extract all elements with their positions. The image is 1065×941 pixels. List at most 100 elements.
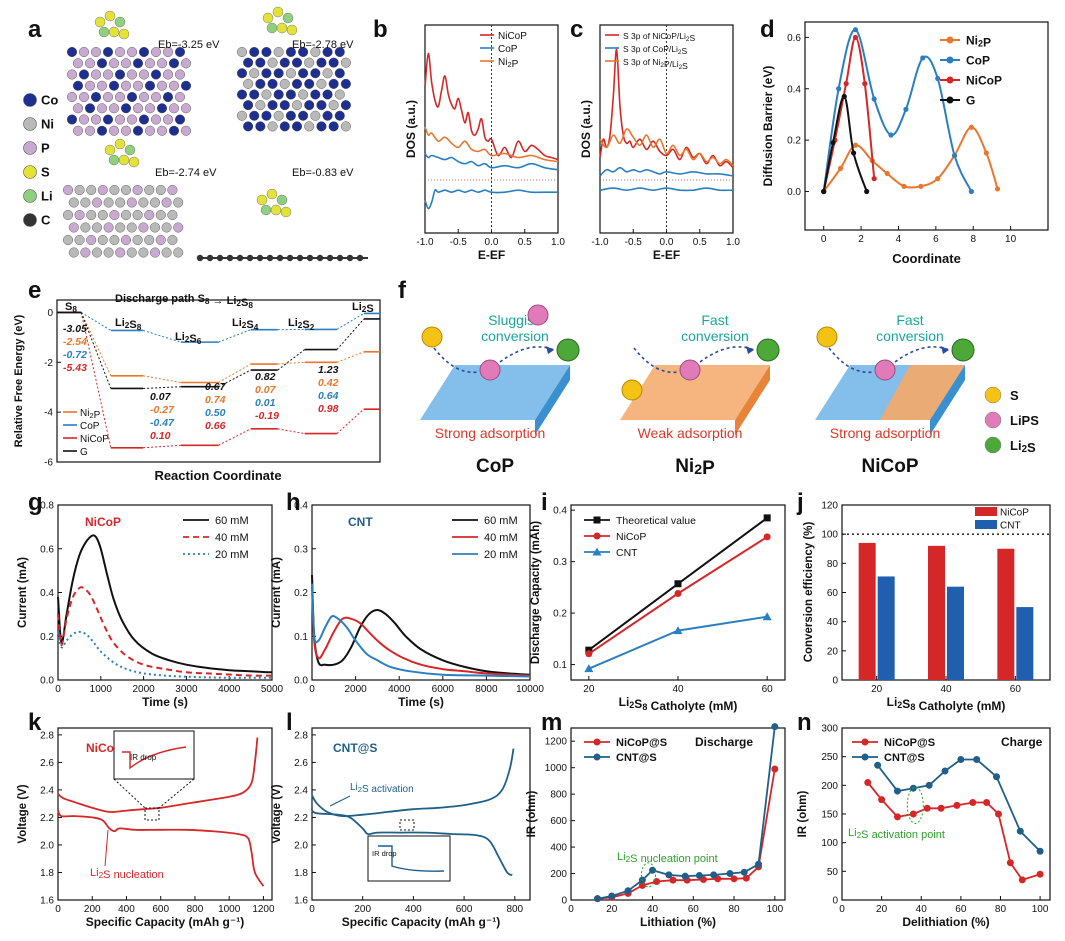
y-axis-label: DOS (a.u.) <box>404 100 418 158</box>
chem-part: 2 <box>507 60 511 69</box>
legend-label-li2s: Li2S <box>1010 438 1036 455</box>
atom <box>255 100 266 111</box>
graphene-atom <box>346 254 354 262</box>
atom <box>162 114 173 125</box>
atom <box>144 184 155 195</box>
y-tick-label: 150 <box>821 810 838 821</box>
dos-series-1 <box>424 152 559 171</box>
graphene-atom <box>256 254 264 262</box>
atom <box>149 247 160 258</box>
atom <box>150 91 161 102</box>
x-tick-label: 2000 <box>344 684 367 695</box>
chem-part: Capacity <box>135 915 185 929</box>
cluster-atom <box>114 138 126 150</box>
step-label: 0.67 <box>205 381 227 393</box>
atom <box>84 125 95 136</box>
x-tick-label: 0 <box>821 234 827 245</box>
atom <box>243 57 254 68</box>
atom <box>180 125 191 136</box>
atom <box>102 69 113 80</box>
step-label: 0.50 <box>205 407 226 419</box>
chem-part: ) <box>184 695 188 709</box>
atom <box>132 58 143 69</box>
arrow-path <box>828 347 874 374</box>
atom <box>86 209 97 220</box>
sulfur-sphere <box>621 379 643 401</box>
step-label: 0.82 <box>255 371 276 383</box>
step-label: -3.05 <box>63 323 87 335</box>
atom <box>261 89 272 100</box>
marker-circle <box>763 533 771 541</box>
atom <box>144 209 155 220</box>
chem-part: S <box>246 319 253 331</box>
atom <box>103 222 114 233</box>
marker-circle <box>923 804 931 812</box>
x-tick-label: 20 <box>606 904 618 915</box>
x-tick-label: 3000 <box>175 684 198 695</box>
arrow-path <box>633 347 679 374</box>
barrier-curve-Ni2P <box>822 126 999 193</box>
atom <box>102 114 113 125</box>
atom <box>285 68 296 79</box>
chem-part: mM <box>981 699 1002 713</box>
slab-top <box>620 365 770 420</box>
atom <box>138 247 149 258</box>
panel-letter-l: l <box>286 709 293 736</box>
marker-circle <box>1016 827 1024 835</box>
barrier-point-Ni2P <box>994 186 1001 192</box>
chem-part: p <box>636 31 641 41</box>
legend-label-NiCoP: NiCoP <box>966 74 1002 88</box>
y-tick-label: 2.8 <box>294 730 308 741</box>
atom <box>310 68 321 79</box>
legend-label-NiCoP@S: NiCoP@S <box>616 737 667 749</box>
atom <box>173 247 184 258</box>
atom <box>174 69 185 80</box>
chem-part: P <box>94 410 101 421</box>
chem-part: 8 <box>248 301 253 310</box>
x-tick-label: 400 <box>405 904 422 915</box>
graphene-atom <box>296 254 304 262</box>
chem-part: S <box>623 44 629 54</box>
energy-transition <box>218 363 252 383</box>
y-tick-label: 200 <box>550 869 567 880</box>
atom <box>155 209 166 220</box>
atom <box>236 110 247 121</box>
barrier-point-G <box>864 188 870 195</box>
legend-label-CNT@S: CNT@S <box>884 752 925 764</box>
axes-frame <box>804 21 1049 231</box>
atom <box>174 114 185 125</box>
y-tick-label: 0.2 <box>787 136 801 147</box>
chem-part: 2 <box>1022 444 1028 455</box>
chem-part: CoP <box>966 54 990 68</box>
li2s-sphere <box>756 338 780 362</box>
atom <box>279 121 290 132</box>
arrow-path <box>894 346 950 363</box>
energy-transition <box>277 428 305 435</box>
marker-circle <box>710 871 718 879</box>
chem-part: 3 <box>631 57 636 67</box>
chem-part: 2 <box>236 299 241 308</box>
energy-transition <box>80 312 112 389</box>
y-axis-label: DOS (a.u.) <box>579 100 593 158</box>
chem-part: Li <box>1010 438 1022 453</box>
binding-energy-1: Eb=-2.78 eV <box>292 39 354 51</box>
barrier-point-Ni2P <box>837 165 844 171</box>
atom <box>74 209 85 220</box>
barrier-point-G <box>851 150 857 156</box>
annotation-activation-point: Li2S activation point <box>848 827 945 841</box>
y-tick-label: 0.8 <box>40 501 54 512</box>
atom <box>109 209 120 220</box>
atom <box>334 47 345 58</box>
marker-circle <box>937 804 945 812</box>
y-tick-label: 0 <box>47 308 53 319</box>
chem-part: Li <box>617 851 626 863</box>
chem-part: 8 <box>910 702 915 712</box>
x-tick-label: 600 <box>152 904 169 915</box>
marker-triangle <box>762 612 772 621</box>
atom <box>161 247 172 258</box>
atom <box>174 91 185 102</box>
atom <box>173 222 184 233</box>
marker-triangle <box>673 626 683 635</box>
